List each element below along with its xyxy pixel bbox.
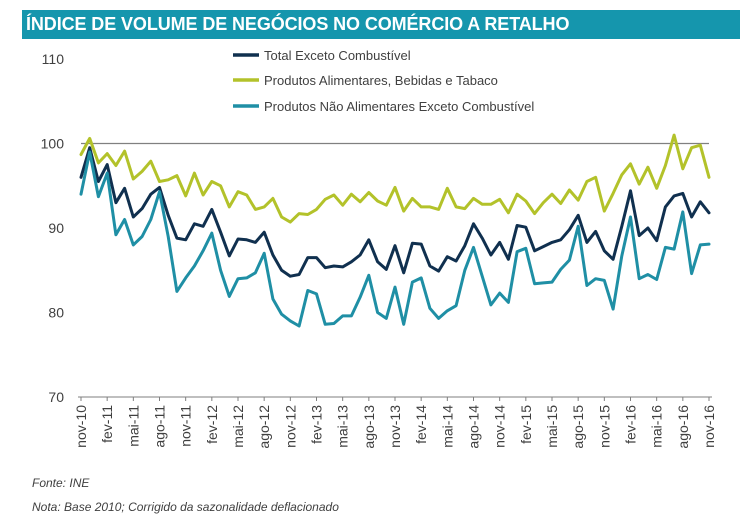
- source-note: Fonte: INE: [32, 476, 90, 490]
- title-bar: ÍNDICE DE VOLUME DE NEGÓCIOS NO COMÉRCIO…: [22, 10, 740, 39]
- x-tick-label: fev-11: [99, 405, 115, 443]
- x-tick-label: mai-11: [125, 405, 141, 447]
- x-tick-label: ago-13: [361, 405, 377, 449]
- y-tick-label: 80: [48, 305, 64, 321]
- x-tick-label: mai-13: [335, 405, 351, 448]
- x-tick-label: fev-15: [518, 405, 534, 444]
- series-line-2: [79, 133, 711, 224]
- y-tick-label: 110: [42, 51, 65, 67]
- x-tick-label: ago-15: [570, 405, 586, 449]
- y-tick-label: 90: [48, 220, 64, 236]
- x-tick-label: mai-12: [230, 405, 246, 448]
- x-tick-label: ago-16: [675, 405, 691, 449]
- x-tick-label: mai-16: [649, 405, 665, 448]
- chart-title: ÍNDICE DE VOLUME DE NEGÓCIOS NO COMÉRCIO…: [26, 14, 570, 34]
- base-note: Nota: Base 2010; Corrigido da sazonalida…: [32, 500, 339, 514]
- series-layer: [79, 133, 711, 328]
- x-tick-label: ago-14: [466, 405, 482, 449]
- line-chart: 70 80 90 100 110 nov-10 fev-11 mai-11 ago-11 nov-…: [41, 48, 717, 449]
- x-tick-label: nov-10: [73, 405, 89, 448]
- x-tick-label: nov-15: [596, 405, 612, 448]
- x-tick-label: mai-14: [439, 405, 455, 448]
- series-line-3: [79, 150, 711, 328]
- y-tick-label: 70: [48, 389, 64, 405]
- x-tick-label: nov-12: [282, 405, 298, 448]
- legend: Total Exceto Combustível Produtos Aliment…: [233, 48, 534, 114]
- x-tick-label: mai-15: [544, 405, 560, 448]
- x-tick-label: ago-11: [152, 405, 168, 448]
- legend-label-3: Produtos Não Alimentares Exceto Combustí…: [264, 99, 534, 114]
- x-tick-label: ago-12: [256, 405, 272, 449]
- x-tick-label: fev-14: [413, 405, 429, 444]
- x-tick-label: fev-16: [623, 405, 639, 444]
- axis-layer: 70 80 90 100 110 nov-10 fev-11 mai-11 ago-11 nov-…: [41, 51, 717, 449]
- legend-label-1: Total Exceto Combustível: [264, 48, 411, 63]
- x-tick-label: fev-12: [204, 405, 220, 444]
- series-line-1: [79, 146, 711, 278]
- x-tick-label: nov-13: [387, 405, 403, 448]
- x-tick-label: nov-11: [178, 405, 194, 447]
- y-tick-label: 100: [41, 136, 65, 152]
- x-tick-label: nov-16: [701, 405, 717, 448]
- legend-label-2: Produtos Alimentares, Bebidas e Tabaco: [264, 73, 498, 88]
- x-tick-label: fev-13: [309, 405, 325, 444]
- x-tick-label: nov-14: [492, 405, 508, 448]
